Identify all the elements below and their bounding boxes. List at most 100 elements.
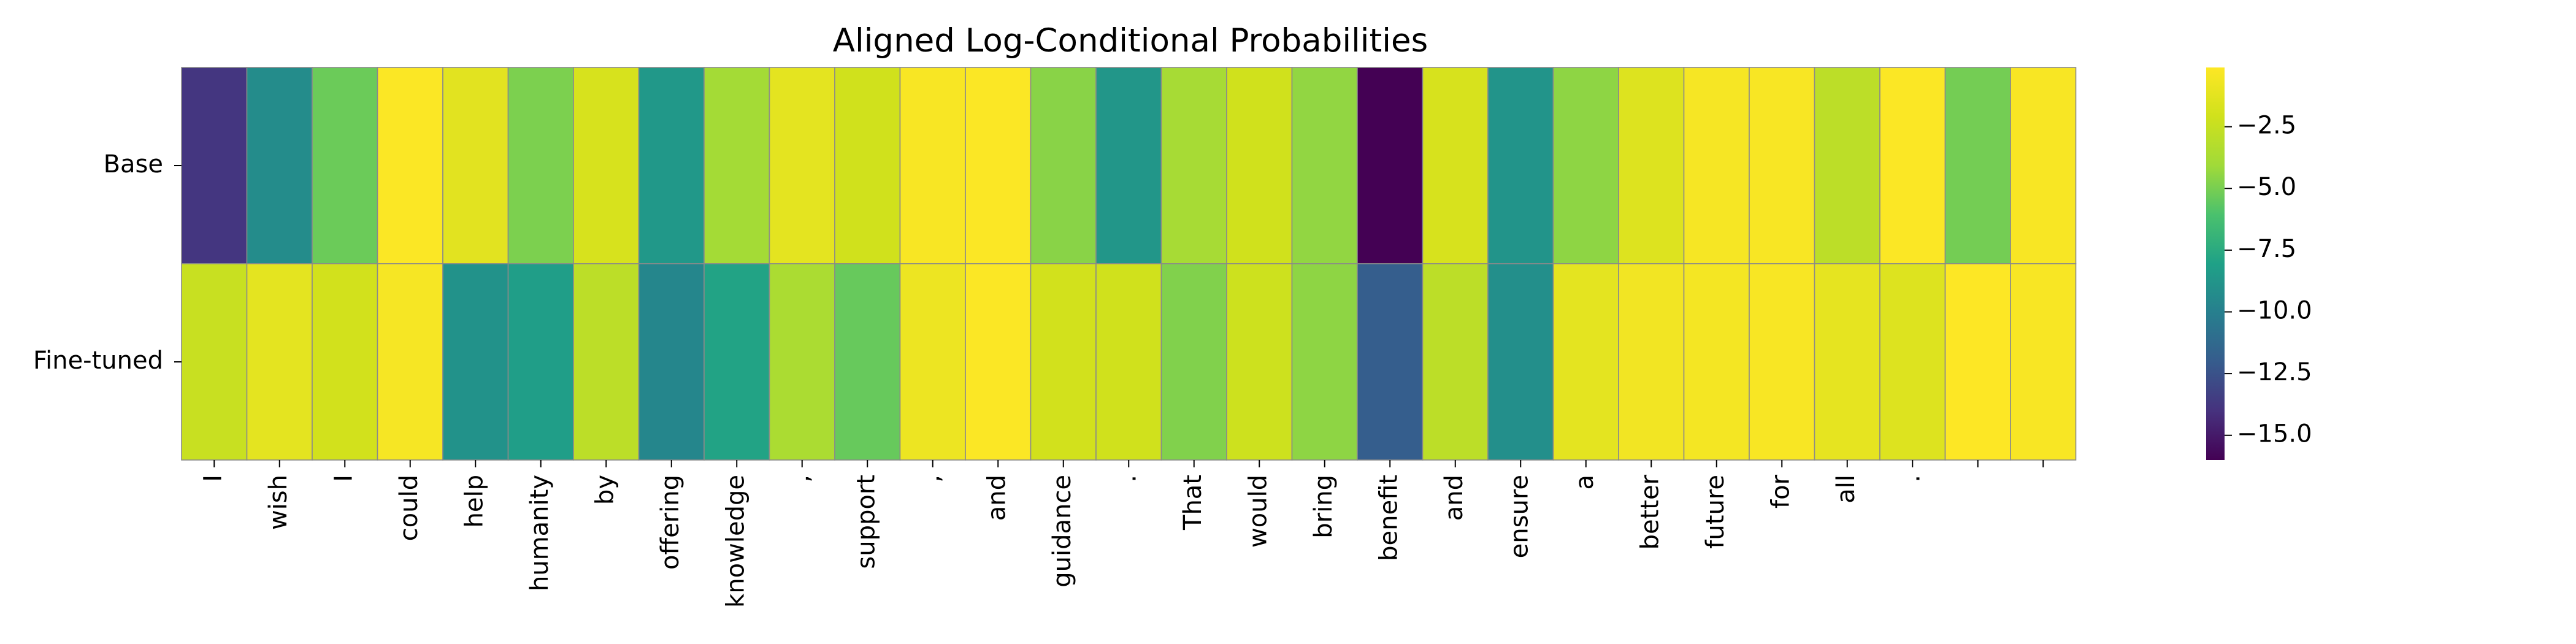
heatmap-cell bbox=[703, 67, 770, 264]
heatmap-cell bbox=[1357, 67, 1424, 264]
heatmap-cell bbox=[1618, 67, 1685, 264]
heatmap-cell bbox=[573, 263, 640, 461]
column-label: wish bbox=[264, 475, 293, 530]
heatmap-cell bbox=[1814, 67, 1880, 264]
column-label: I bbox=[199, 475, 227, 482]
column-label: for bbox=[1766, 474, 1795, 508]
heatmap-cell bbox=[1030, 67, 1097, 264]
column-label: ensure bbox=[1505, 475, 1533, 558]
heatmap-cell bbox=[899, 263, 966, 461]
column-label: . bbox=[1897, 475, 1925, 483]
heatmap-cell bbox=[312, 263, 378, 461]
heatmap-cell bbox=[573, 67, 640, 264]
column-label: guidance bbox=[1048, 475, 1076, 588]
heatmap-cell bbox=[1095, 263, 1162, 461]
column-label: , bbox=[787, 475, 815, 483]
chart-title: Aligned Log-Conditional Probabilities bbox=[833, 22, 1428, 59]
heatmap-cell bbox=[442, 67, 509, 264]
heatmap-cell bbox=[1226, 263, 1293, 461]
colorbar-tick-label: −5.0 bbox=[2237, 173, 2296, 201]
heatmap-cell bbox=[377, 263, 443, 461]
heatmap-cell bbox=[1487, 67, 1554, 264]
heatmap-cell bbox=[2010, 263, 2077, 461]
colorbar-tick-label: −15.0 bbox=[2237, 420, 2312, 448]
heatmap-cell bbox=[2010, 67, 2077, 264]
colorbar-ticks: −2.5 −5.0 −7.5 −10.0 −12.5 −15.0 bbox=[2225, 112, 2312, 448]
heatmap-cell bbox=[1879, 263, 1946, 461]
colorbar: −2.5 −5.0 −7.5 −10.0 −12.5 −15.0 bbox=[2206, 67, 2312, 460]
heatmap-cell bbox=[1944, 67, 2011, 264]
heatmap-cell bbox=[638, 67, 705, 264]
heatmap-cell bbox=[1749, 263, 1815, 461]
column-label: offering bbox=[656, 475, 684, 570]
column-label: humanity bbox=[526, 475, 554, 591]
heatmap-cell bbox=[246, 67, 313, 264]
heatmap-cell bbox=[1422, 263, 1489, 461]
column-label: bring bbox=[1309, 475, 1338, 539]
column-label: and bbox=[983, 475, 1011, 521]
heatmap-cell bbox=[1095, 67, 1162, 264]
heatmap-cell bbox=[638, 263, 705, 461]
heatmap-cell bbox=[1160, 263, 1227, 461]
heatmap-cell bbox=[312, 67, 378, 264]
heatmap-cell bbox=[377, 67, 443, 264]
heatmap-cell bbox=[1814, 263, 1880, 461]
column-label: benefit bbox=[1374, 475, 1403, 561]
column-label: future bbox=[1701, 475, 1730, 549]
heatmap-cell bbox=[181, 67, 248, 264]
heatmap-cell bbox=[1683, 263, 1750, 461]
row-label: Fine-tuned bbox=[33, 347, 163, 375]
heatmap-cell bbox=[834, 67, 901, 264]
heatmap-cell bbox=[834, 263, 901, 461]
colorbar-tick-label: −10.0 bbox=[2237, 296, 2312, 324]
heatmap-cell bbox=[507, 263, 574, 461]
colorbar-gradient bbox=[2206, 67, 2225, 460]
heatmap-cell bbox=[1683, 67, 1750, 264]
column-label: could bbox=[395, 475, 423, 541]
row-label: Base bbox=[104, 150, 163, 178]
heatmap-cell bbox=[1226, 67, 1293, 264]
column-label: support bbox=[852, 475, 880, 569]
heatmap-cell bbox=[1879, 67, 1946, 264]
column-label: knowledge bbox=[721, 475, 749, 608]
heatmap-cell bbox=[181, 263, 248, 461]
heatmap-cell bbox=[1618, 263, 1685, 461]
heatmap-cell bbox=[965, 67, 1032, 264]
heatmap-cell bbox=[1030, 263, 1097, 461]
column-label: That bbox=[1179, 475, 1207, 531]
heatmap-cell bbox=[703, 263, 770, 461]
heatmap-cell bbox=[769, 67, 835, 264]
heatmap-cell bbox=[1160, 67, 1227, 264]
heatmap-cell bbox=[1552, 67, 1619, 264]
heatmap-cell bbox=[1291, 263, 1358, 461]
colorbar-tick-label: −12.5 bbox=[2237, 358, 2312, 386]
heatmap-cell bbox=[442, 263, 509, 461]
heatmap-cells bbox=[181, 67, 2077, 461]
column-label: by bbox=[591, 475, 619, 505]
heatmap-cell bbox=[246, 263, 313, 461]
column-label: , bbox=[918, 475, 946, 483]
heatmap-cell bbox=[1487, 263, 1554, 461]
colorbar-tick-label: −2.5 bbox=[2237, 112, 2296, 140]
heatmap-cell bbox=[1944, 263, 2011, 461]
heatmap-cell bbox=[965, 263, 1032, 461]
heatmap-cell bbox=[1357, 263, 1424, 461]
colorbar-tick-label: −7.5 bbox=[2237, 235, 2296, 263]
column-label: all bbox=[1832, 475, 1860, 504]
column-label: and bbox=[1440, 475, 1468, 521]
heatmap-cell bbox=[1291, 67, 1358, 264]
heatmap-cell bbox=[1422, 67, 1489, 264]
heatmap-cell bbox=[899, 67, 966, 264]
heatmap-cell bbox=[507, 67, 574, 264]
row-labels: Base Fine-tuned bbox=[33, 150, 182, 375]
column-label: . bbox=[1113, 475, 1141, 483]
column-label: help bbox=[460, 475, 488, 527]
column-label: better bbox=[1636, 474, 1664, 550]
heatmap-cell bbox=[1749, 67, 1815, 264]
column-label: I bbox=[329, 475, 358, 482]
column-label: would bbox=[1244, 475, 1272, 548]
heatmap-cell bbox=[1552, 263, 1619, 461]
heatmap-cell bbox=[769, 263, 835, 461]
